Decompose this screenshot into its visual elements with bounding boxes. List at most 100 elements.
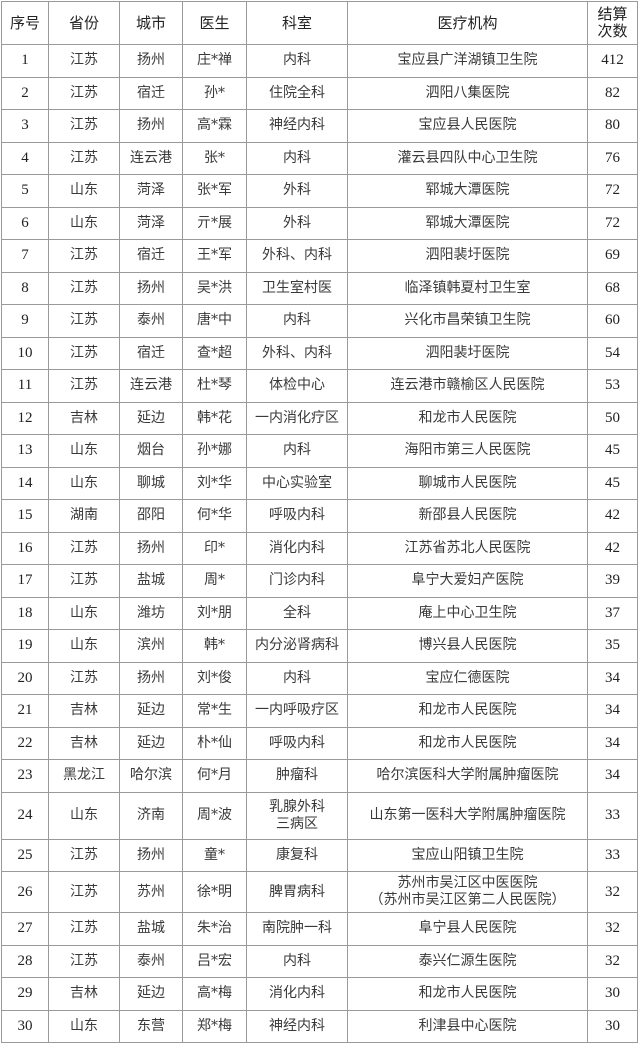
cell-index-text: 6	[21, 214, 29, 231]
cell-province-text: 山东	[70, 604, 98, 621]
cell-count-text: 50	[605, 409, 620, 426]
cell-department: 脾胃病科	[246, 871, 348, 913]
table-row: 8 江苏 扬州 吴*洪 卫生室村医 临泽镇韩夏村卫生室 68	[1, 271, 638, 305]
cell-doctor-text: 吕*宏	[197, 952, 232, 969]
cell-count-text: 53	[605, 377, 620, 394]
cell-count-text: 42	[605, 507, 620, 524]
cell-department-text: 内科	[283, 52, 311, 69]
cell-count-text: 34	[605, 702, 620, 719]
cell-institution: 山东第一医科大学附属肿瘤医院	[347, 791, 588, 840]
cell-province-text: 江苏	[70, 539, 98, 556]
cell-doctor: 刘*华	[182, 466, 247, 500]
table-row: 17 江苏 盐城 周* 门诊内科 阜宁大爱妇产医院 39	[1, 564, 638, 598]
cell-city: 扬州	[119, 531, 183, 565]
cell-doctor: 徐*明	[182, 871, 247, 913]
cell-province-text: 江苏	[70, 572, 98, 589]
cell-province: 黑龙江	[48, 759, 120, 793]
cell-city: 延边	[119, 401, 183, 435]
cell-department-text: 乳腺外科	[269, 798, 325, 815]
cell-province: 湖南	[48, 499, 120, 533]
cell-department-text: 呼吸内科	[269, 507, 325, 524]
cell-count: 42	[587, 499, 638, 533]
cell-province-text: 江苏	[70, 247, 98, 264]
cell-index: 30	[1, 1009, 49, 1043]
cell-count-text: 30	[605, 985, 620, 1002]
cell-institution-text: 连云港市赣榆区人民医院	[390, 377, 545, 394]
cell-doctor: 王*军	[182, 239, 247, 273]
cell-province-text: 吉林	[70, 985, 98, 1002]
cell-doctor: 孙*	[182, 76, 247, 110]
cell-province-text: 吉林	[70, 734, 98, 751]
cell-province: 江苏	[48, 912, 120, 946]
table-row: 10 江苏 宿迁 查*超 外科、内科 泗阳裴圩医院 54	[1, 336, 638, 370]
cell-index-text: 5	[21, 182, 29, 199]
header-city: 城市	[119, 1, 183, 45]
cell-province: 山东	[48, 791, 120, 840]
table-row: 14 山东 聊城 刘*华 中心实验室 聊城市人民医院 45	[1, 466, 638, 500]
cell-department-text: 一内呼吸疗区	[255, 702, 339, 719]
cell-department-text: 卫生室村医	[262, 279, 332, 296]
table-row: 16 江苏 扬州 印* 消化内科 江苏省苏北人民医院 42	[1, 531, 638, 565]
cell-institution-text: 阜宁大爱妇产医院	[411, 572, 524, 589]
cell-institution: 阜宁大爱妇产医院	[347, 564, 588, 598]
cell-index: 29	[1, 977, 49, 1011]
cell-count: 45	[587, 466, 638, 500]
cell-city: 扬州	[119, 271, 183, 305]
cell-index: 17	[1, 564, 49, 598]
cell-institution-text: 和龙市人民医院	[418, 985, 517, 1002]
cell-city: 宿迁	[119, 239, 183, 273]
cell-count: 42	[587, 531, 638, 565]
cell-department-text: 内科	[283, 442, 311, 459]
cell-institution-text: 庵上中心卫生院	[418, 604, 517, 621]
cell-index: 15	[1, 499, 49, 533]
cell-institution: 聊城市人民医院	[347, 466, 588, 500]
cell-count-text: 72	[605, 214, 620, 231]
cell-count: 33	[587, 838, 638, 872]
cell-city: 泰州	[119, 304, 183, 338]
cell-city: 菏泽	[119, 174, 183, 208]
cell-index-text: 24	[17, 807, 33, 823]
cell-doctor: 高*霖	[182, 109, 247, 143]
cell-count-text: 35	[605, 637, 620, 654]
cell-index-text: 28	[17, 952, 33, 969]
cell-city: 扬州	[119, 109, 183, 143]
cell-institution-text: 新邵县人民医院	[418, 507, 517, 524]
cell-doctor-text: 孙*	[204, 84, 225, 101]
cell-doctor: 查*超	[182, 336, 247, 370]
cell-index-text: 21	[17, 702, 33, 719]
table-row: 3 江苏 扬州 高*霖 神经内科 宝应县人民医院 80	[1, 109, 638, 143]
header-doctor: 医生	[182, 1, 247, 45]
cell-institution: 宝应仁德医院	[347, 661, 588, 695]
cell-index: 10	[1, 336, 49, 370]
cell-institution-text: 博兴县人民医院	[418, 637, 517, 654]
cell-doctor-text: 高*梅	[197, 985, 232, 1002]
cell-department: 体检中心	[246, 369, 348, 403]
cell-city: 潍坊	[119, 596, 183, 630]
cell-department: 消化内科	[246, 977, 348, 1011]
cell-count: 45	[587, 434, 638, 468]
cell-doctor-text: 唐*中	[197, 312, 232, 329]
cell-institution: 和龙市人民医院	[347, 977, 588, 1011]
cell-doctor-text: 童*	[204, 846, 225, 863]
cell-department-text: 内科	[283, 149, 311, 166]
cell-department-text: 三病区	[276, 815, 318, 832]
cell-doctor: 童*	[182, 838, 247, 872]
cell-index: 26	[1, 871, 49, 913]
cell-doctor-text: 查*超	[197, 344, 232, 361]
cell-index: 22	[1, 726, 49, 760]
table-row: 20 江苏 扬州 刘*俊 内科 宝应仁德医院 34	[1, 661, 638, 695]
cell-index-text: 18	[17, 604, 33, 621]
cell-department: 肿瘤科	[246, 759, 348, 793]
cell-doctor: 庄*禅	[182, 44, 247, 78]
cell-count-text: 54	[605, 344, 620, 361]
cell-doctor: 刘*朋	[182, 596, 247, 630]
cell-institution: 临泽镇韩夏村卫生室	[347, 271, 588, 305]
table-row: 22 吉林 延边 朴*仙 呼吸内科 和龙市人民医院 34	[1, 726, 638, 760]
cell-city: 扬州	[119, 838, 183, 872]
cell-city-text: 宿迁	[137, 344, 165, 361]
table-row: 6 山东 菏泽 亓*展 外科 郓城大潭医院 72	[1, 206, 638, 240]
cell-index: 3	[1, 109, 49, 143]
table-row: 1 江苏 扬州 庄*禅 内科 宝应县广洋湖镇卫生院 412	[1, 44, 638, 78]
cell-index-text: 16	[17, 539, 33, 556]
